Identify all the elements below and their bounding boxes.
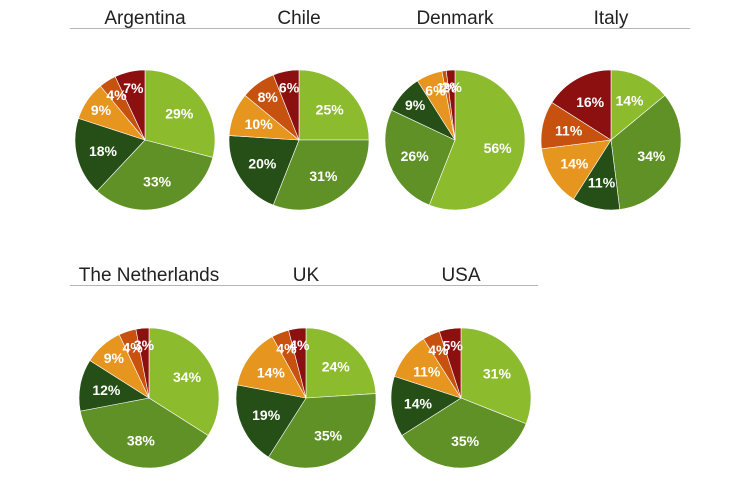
slice-label: 4% xyxy=(428,342,449,358)
pie-slice xyxy=(268,393,377,469)
pie-title: USA xyxy=(441,265,480,286)
slice-label: 38% xyxy=(127,433,156,449)
slice-label: 10% xyxy=(245,116,274,132)
pie-slice xyxy=(438,327,462,399)
slice-label: 14% xyxy=(560,155,589,171)
slice-label: 9% xyxy=(91,102,112,118)
pie-title: The Netherlands xyxy=(79,265,219,286)
slice-label: 9% xyxy=(104,350,125,366)
slice-label: 9% xyxy=(405,97,426,113)
pie-slice xyxy=(610,94,682,210)
slice-label: 14% xyxy=(257,364,286,380)
pie-slice xyxy=(228,135,300,206)
slice-label: 3% xyxy=(134,337,155,353)
slice-label: 1% xyxy=(437,79,458,95)
pie-title: UK xyxy=(293,265,320,286)
slice-label: 11% xyxy=(555,123,583,139)
slice-label: 11% xyxy=(588,174,616,190)
slice-label: 24% xyxy=(322,358,351,374)
slice-label: 34% xyxy=(173,369,202,385)
pie-slice xyxy=(288,327,307,399)
pie-title: Italy xyxy=(594,8,629,29)
slice-label: 8% xyxy=(258,89,279,105)
pie-slice xyxy=(235,384,307,458)
slice-label: 26% xyxy=(401,148,430,164)
slice-label: 6% xyxy=(279,80,300,96)
slice-label: 12% xyxy=(92,382,121,398)
slice-label: 5% xyxy=(443,337,464,353)
pie-slice xyxy=(135,327,150,399)
slice-label: 4% xyxy=(122,339,143,355)
pie-slice xyxy=(298,69,370,141)
pie-slice xyxy=(148,327,220,436)
pie-chile: Chile 25% 31% 20% 10% 8%6% xyxy=(228,8,370,211)
pie-slice xyxy=(74,117,146,192)
pie-slice xyxy=(541,139,612,200)
row2-divider xyxy=(70,285,538,286)
pie-argentina: Argentina 29% 33% 18% 9%4%7% xyxy=(74,8,216,211)
slice-label: 6% xyxy=(425,83,446,99)
pie-slice xyxy=(144,69,216,158)
pie-title: Denmark xyxy=(416,8,494,29)
pie-slice xyxy=(428,69,526,211)
slice-label: 4% xyxy=(106,87,127,103)
slice-label: 31% xyxy=(309,168,338,184)
slice-label: 34% xyxy=(637,148,666,164)
pie-slice xyxy=(114,69,146,141)
slice-label: 25% xyxy=(316,101,345,117)
slice-label: 35% xyxy=(314,427,343,443)
row1-divider xyxy=(70,28,690,29)
pie-slice xyxy=(445,69,456,141)
slice-label: 14% xyxy=(615,93,644,109)
pie-slice xyxy=(610,69,666,141)
slice-label: 29% xyxy=(165,105,194,121)
pie-slice xyxy=(272,139,370,211)
slice-label: 33% xyxy=(143,174,172,190)
slice-label: 56% xyxy=(484,140,513,156)
slice-label: 2% xyxy=(442,79,463,95)
pie-italy: Italy 14% 34% 11% 14% 11% 16% xyxy=(540,8,682,211)
pie-usa: USA 31% 35% 14% 11% 4%5% xyxy=(390,265,532,469)
slice-label: 4% xyxy=(276,341,297,357)
pie-title: Chile xyxy=(277,8,320,29)
pie-denmark: Denmark 56% 26% 9%6%1%2% xyxy=(384,8,526,211)
pie-slice xyxy=(272,69,300,141)
pie-slice xyxy=(384,109,456,206)
pie-slice xyxy=(390,375,462,436)
pie-slice xyxy=(96,139,214,211)
slice-label: 20% xyxy=(248,155,277,171)
slice-label: 14% xyxy=(404,395,433,411)
pie-slice xyxy=(460,327,532,425)
slice-label: 19% xyxy=(252,407,281,423)
slice-label: 18% xyxy=(89,143,118,159)
pie-title: Argentina xyxy=(104,8,186,29)
pie-the-netherlands: The Netherlands 34% 38% 12% 9%4%3% xyxy=(78,265,220,469)
pie-slice xyxy=(79,397,209,469)
slice-label: 16% xyxy=(576,94,605,110)
slice-label: 11% xyxy=(413,363,441,379)
pie-slice xyxy=(551,69,612,141)
slice-label: 7% xyxy=(123,80,144,96)
slice-label: 4% xyxy=(289,337,310,353)
pie-slice xyxy=(236,336,307,399)
pie-slice xyxy=(401,397,527,469)
slice-label: 35% xyxy=(451,433,480,449)
pie-slice xyxy=(305,327,377,399)
slice-label: 31% xyxy=(483,366,512,382)
